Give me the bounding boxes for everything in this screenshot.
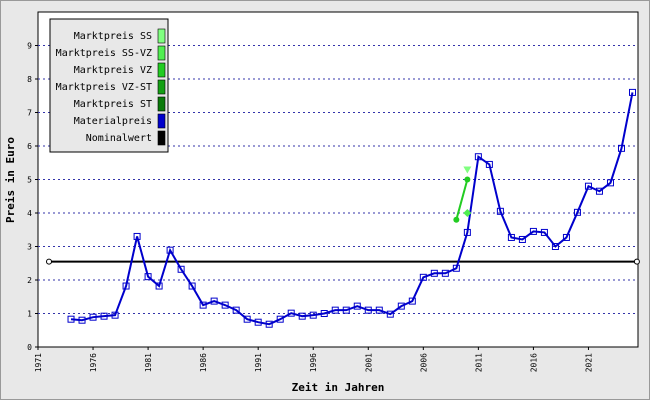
legend-swatch: [157, 130, 166, 146]
x-tick-label: 2001: [364, 353, 373, 372]
marker: [584, 182, 592, 190]
marker: [464, 176, 471, 183]
marker: [232, 306, 240, 314]
marker: [210, 297, 218, 305]
marker: [364, 306, 372, 314]
marker: [89, 313, 97, 321]
marker: [485, 160, 493, 168]
marker: [155, 282, 163, 290]
legend-label: Marktpreis VZ: [74, 65, 152, 76]
x-tick-label: 1971: [34, 353, 43, 372]
x-tick-label: 2016: [529, 353, 538, 372]
marker: [551, 243, 559, 250]
y-tick-label: 8: [27, 75, 32, 84]
marker: [122, 282, 130, 290]
legend-label: Materialpreis: [74, 116, 152, 127]
marker: [617, 144, 625, 152]
marker: [529, 227, 537, 235]
legend-swatch: [157, 113, 166, 129]
marker: [331, 306, 339, 314]
marker: [474, 153, 482, 161]
marker: [353, 302, 361, 310]
y-tick-label: 9: [27, 42, 32, 51]
y-tick-label: 5: [27, 176, 32, 185]
marker: [386, 310, 394, 318]
marker: [375, 306, 383, 314]
marker: [100, 312, 108, 320]
marker: [507, 233, 515, 241]
marker: [463, 209, 472, 217]
marker: [111, 311, 119, 319]
marker: [243, 315, 251, 323]
marker: [254, 318, 262, 326]
marker: [309, 311, 317, 319]
marker: [540, 228, 548, 236]
marker: [144, 273, 152, 281]
y-axis-label: Preis in Euro: [4, 137, 17, 223]
marker: [408, 297, 416, 305]
marker: [166, 246, 174, 254]
marker: [452, 264, 460, 272]
marker: [562, 233, 570, 241]
marker: [67, 315, 75, 323]
x-tick-label: 1991: [254, 353, 263, 372]
legend-label: Nominalwert: [86, 133, 152, 144]
marker: [133, 232, 141, 240]
x-tick-label: 2011: [474, 353, 483, 372]
marker: [276, 315, 284, 323]
marker: [628, 88, 636, 96]
legend-label: Marktpreis SS: [74, 31, 152, 42]
y-tick-label: 6: [27, 142, 32, 151]
y-tick-label: 2: [27, 276, 32, 285]
marker: [463, 166, 472, 174]
marker: [518, 235, 526, 243]
series-line: [455, 179, 469, 220]
legend-label: Marktpreis ST: [74, 99, 152, 110]
marker: [419, 273, 427, 281]
legend-label: Marktpreis SS-VZ: [56, 48, 152, 59]
y-tick-label: 7: [27, 109, 32, 118]
marker: [633, 258, 640, 265]
marker: [441, 269, 449, 277]
marker: [453, 216, 460, 223]
legend-label: Marktpreis VZ-ST: [56, 82, 152, 93]
marker: [496, 207, 504, 215]
legend-swatch: [157, 45, 166, 61]
marker: [430, 269, 438, 277]
x-tick-label: 1981: [144, 353, 153, 372]
marker: [606, 179, 614, 187]
marker: [463, 228, 471, 236]
y-tick-label: 3: [27, 243, 32, 252]
legend-swatch: [157, 62, 166, 78]
x-tick-label: 2006: [419, 353, 428, 372]
marker: [188, 282, 196, 290]
marker: [78, 316, 86, 324]
y-tick-label: 1: [27, 310, 32, 319]
marker: [46, 258, 53, 265]
legend-box: [49, 18, 169, 153]
marker: [298, 312, 306, 320]
legend-swatch: [157, 79, 166, 95]
marker: [573, 208, 581, 216]
marker: [177, 265, 185, 273]
x-tick-label: 2021: [584, 353, 593, 372]
marker: [221, 301, 229, 309]
marker: [342, 306, 350, 314]
y-tick-label: 4: [27, 209, 32, 218]
x-axis-label: Zeit in Jahren: [292, 381, 385, 394]
legend-swatch: [157, 28, 166, 44]
marker: [320, 310, 328, 317]
marker: [595, 187, 603, 195]
marker: [397, 302, 405, 310]
x-tick-label: 1986: [199, 353, 208, 372]
x-tick-label: 1996: [309, 353, 318, 372]
series-line: [70, 92, 634, 326]
marker: [287, 309, 295, 317]
y-tick-label: 0: [27, 343, 32, 352]
legend-swatch: [157, 96, 166, 112]
marker: [265, 320, 273, 328]
marker: [199, 301, 207, 309]
x-tick-label: 1976: [89, 353, 98, 372]
